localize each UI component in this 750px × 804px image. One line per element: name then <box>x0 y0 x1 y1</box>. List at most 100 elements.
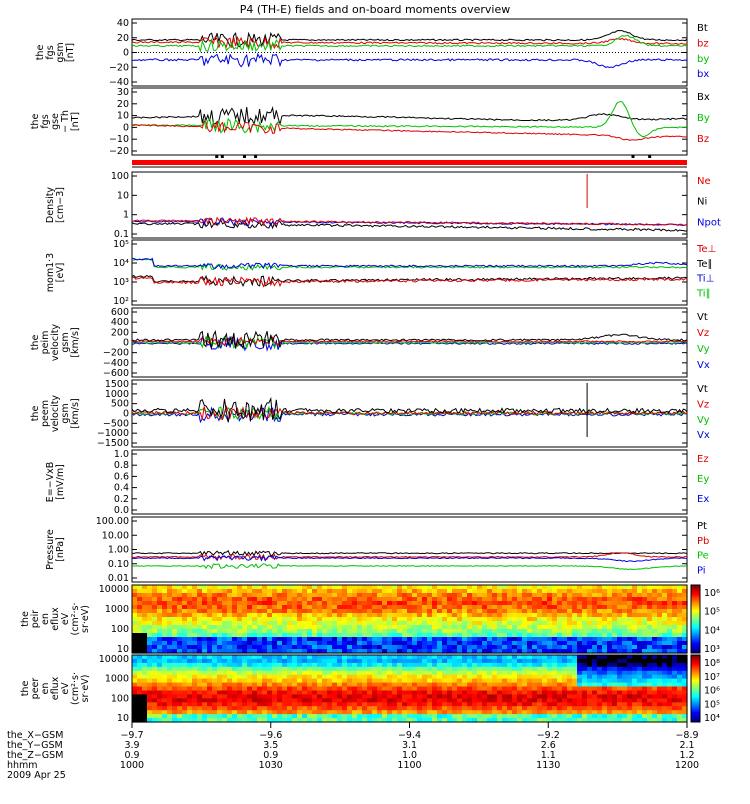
spectro-cell <box>547 617 553 622</box>
spectro-cell <box>617 625 623 630</box>
spectro-cell <box>312 597 318 602</box>
spectro-cell <box>532 605 538 610</box>
spectro-cell <box>627 609 633 614</box>
spectro-cell <box>677 609 683 614</box>
spectro-cell <box>392 718 398 723</box>
spectro-cell <box>592 682 598 688</box>
spectro-cell <box>217 694 223 699</box>
spectro-cell <box>287 597 293 602</box>
spectro-cell <box>142 674 148 680</box>
spectro-cell <box>592 714 598 719</box>
spectro-cell <box>162 674 168 680</box>
spectro-cell <box>392 678 398 684</box>
tick-label: 10² <box>113 296 129 307</box>
spectro-cell <box>617 670 623 676</box>
spectro-cell <box>522 682 528 688</box>
spectro-cell <box>142 629 148 634</box>
spectro-cell <box>447 597 453 602</box>
spectro-cell <box>362 706 368 711</box>
spectro-cell <box>252 597 258 602</box>
spectro-cell <box>227 597 233 602</box>
spectro-cell <box>317 662 323 668</box>
spectro-cell <box>512 593 518 598</box>
spectro-cell <box>277 698 283 703</box>
spectro-cell <box>252 621 258 626</box>
spectro-cell <box>382 641 388 646</box>
spectro-cell <box>677 694 683 699</box>
spectro-cell <box>262 718 268 723</box>
spectro-cell <box>507 655 513 660</box>
spectro-cell <box>287 605 293 610</box>
spectro-cell <box>582 645 588 650</box>
spectro-cell <box>262 658 268 664</box>
spectro-cell <box>367 633 373 638</box>
spectro-cell <box>367 613 373 618</box>
colorbar-cell <box>691 695 700 698</box>
spectro-cell <box>192 585 198 590</box>
spectro-cell <box>502 690 508 695</box>
spectro-cell <box>417 597 423 602</box>
spectro-cell <box>307 641 313 646</box>
spectro-cell <box>172 674 178 680</box>
spectro-cell <box>647 678 653 684</box>
spectro-cell <box>542 645 548 650</box>
spectro-cell <box>267 649 273 654</box>
spectro-cell <box>417 641 423 646</box>
legend-item: Ez <box>697 454 709 465</box>
spectro-cell <box>637 609 643 614</box>
spectro-cell <box>572 686 578 691</box>
spectro-cell <box>457 686 463 691</box>
colorbar-cell <box>691 676 700 679</box>
spectro-cell <box>262 641 268 646</box>
spectro-cell <box>552 702 558 707</box>
legend-item: Pt <box>697 521 707 532</box>
spectro-cell <box>587 714 593 719</box>
spectro-cell <box>497 645 503 650</box>
spectro-cell <box>142 698 148 703</box>
spectro-cell <box>657 585 663 590</box>
spectro-cell <box>617 589 623 594</box>
spectro-cell <box>517 637 523 642</box>
spectro-cell <box>497 641 503 646</box>
spectro-cell <box>587 702 593 707</box>
spectro-cell <box>367 706 373 711</box>
spectro-cell <box>527 629 533 634</box>
spectro-cell <box>462 658 468 664</box>
spectro-cell <box>412 645 418 650</box>
spectro-cell <box>467 649 473 654</box>
spectro-cell <box>497 686 503 691</box>
spectro-cell <box>162 609 168 614</box>
spectro-cell <box>322 609 328 614</box>
spectro-cell <box>202 605 208 610</box>
spectro-cell <box>167 637 173 642</box>
spectro-cell <box>377 585 383 590</box>
spectro-cell <box>132 658 138 664</box>
colorbar-cell <box>691 710 700 713</box>
spectro-cell <box>407 621 413 626</box>
spectro-cell <box>497 601 503 606</box>
spectro-cell <box>172 597 178 602</box>
spectro-cell <box>477 593 483 598</box>
spectro-cell <box>427 698 433 703</box>
spectro-cell <box>582 633 588 638</box>
spectro-cell <box>282 694 288 699</box>
spectro-cell <box>482 678 488 684</box>
spectro-cell <box>562 593 568 598</box>
spectro-cell <box>402 682 408 688</box>
spectro-cell <box>282 706 288 711</box>
spectro-cell <box>152 694 158 699</box>
spectro-cell <box>567 670 573 676</box>
spectro-cell <box>197 702 203 707</box>
colorbar-cell <box>691 641 700 644</box>
spectro-cell <box>267 605 273 610</box>
spectro-cell <box>462 613 468 618</box>
spectro-cell <box>172 702 178 707</box>
spectro-cell <box>642 686 648 691</box>
spectro-cell <box>572 585 578 590</box>
spectro-cell <box>622 718 628 723</box>
spectro-cell <box>532 633 538 638</box>
spectro-cell <box>602 694 608 699</box>
spectro-cell <box>662 597 668 602</box>
spectro-cell <box>382 674 388 680</box>
spectro-cell <box>467 609 473 614</box>
